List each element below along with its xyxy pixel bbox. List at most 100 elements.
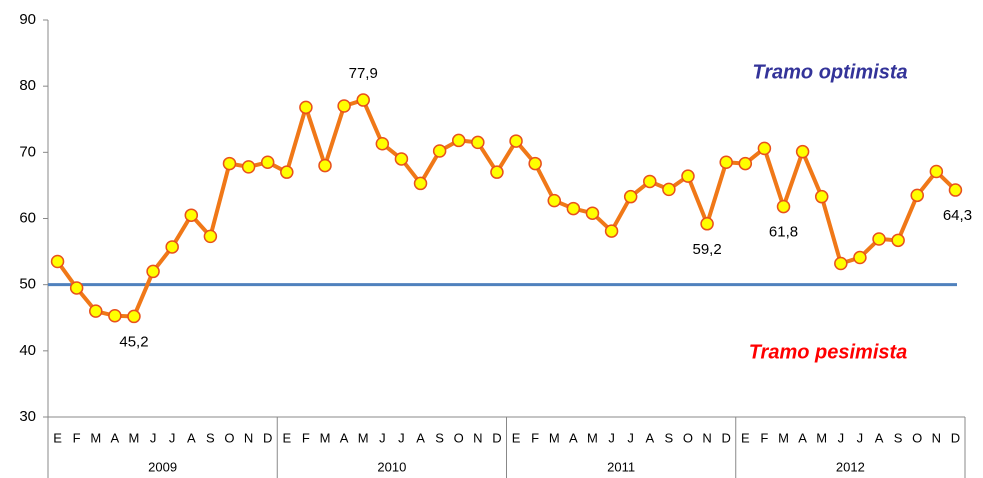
point (260, 155, 275, 170)
x-tick-label: A (340, 430, 349, 445)
point (834, 256, 848, 271)
x-tick-label: E (741, 430, 750, 445)
point (795, 144, 810, 159)
y-tick-label: 60 (19, 209, 36, 226)
x-tick-label: D (951, 430, 960, 445)
point (757, 141, 772, 156)
x-tick-label: F (531, 430, 539, 445)
y-tick-label: 30 (19, 408, 36, 425)
point (394, 152, 409, 166)
y-tick-label: 80 (19, 77, 36, 94)
x-tick-label: J (398, 430, 405, 445)
x-tick-label: S (206, 430, 215, 445)
point (375, 136, 390, 151)
data-label: 77,9 (349, 65, 378, 82)
x-tick-label: F (760, 430, 768, 445)
x-tick-label: M (778, 430, 789, 445)
x-tick-label: D (722, 430, 731, 445)
point (318, 158, 332, 173)
year-label: 2011 (607, 459, 635, 474)
y-tick-label: 40 (19, 342, 36, 359)
point (872, 232, 886, 246)
x-tick-label: O (683, 430, 693, 445)
point (127, 309, 141, 324)
x-tick-label: J (379, 430, 386, 445)
point (776, 199, 791, 214)
point (509, 134, 523, 148)
year-label: 2012 (836, 459, 865, 474)
point (146, 264, 160, 279)
annotation-optimista: Tramo optimista (752, 61, 907, 83)
point (643, 174, 657, 189)
x-tick-label: S (435, 430, 444, 445)
point (184, 208, 199, 222)
x-tick-label: M (320, 430, 331, 445)
point (89, 304, 103, 318)
x-tick-label: J (608, 430, 615, 445)
x-tick-label: N (702, 430, 711, 445)
x-tick-label: N (932, 430, 941, 445)
point (566, 201, 581, 216)
point (623, 189, 638, 204)
point (929, 164, 944, 179)
point (814, 189, 829, 204)
data-label: 64,3 (943, 207, 972, 224)
point (413, 176, 428, 191)
y-tick-label: 70 (19, 143, 36, 160)
point (241, 160, 256, 174)
x-tick-label: A (187, 430, 196, 445)
point (337, 99, 351, 113)
year-label: 2009 (148, 459, 177, 474)
x-tick-label: N (244, 430, 253, 445)
point (356, 93, 370, 107)
point (604, 224, 619, 238)
x-tick-label: E (282, 430, 291, 445)
x-tick-label: J (857, 430, 864, 445)
x-tick-label: S (894, 430, 903, 445)
point (681, 169, 695, 183)
point (165, 240, 179, 254)
data-label: 45,2 (119, 333, 148, 350)
x-tick-label: N (473, 430, 482, 445)
x-tick-label: A (111, 430, 120, 445)
point (700, 217, 714, 231)
x-tick-label: O (912, 430, 922, 445)
x-tick-label: A (645, 430, 654, 445)
x-tick-label: M (549, 430, 560, 445)
x-tick-label: D (492, 430, 501, 445)
point (585, 206, 600, 220)
x-tick-label: O (224, 430, 234, 445)
x-tick-label: A (875, 430, 884, 445)
point (948, 183, 963, 197)
x-tick-label: D (263, 430, 272, 445)
year-label: 2010 (377, 459, 406, 474)
x-tick-label: J (838, 430, 845, 445)
point (222, 156, 237, 171)
point (719, 155, 733, 170)
x-tick-label: A (798, 430, 807, 445)
x-tick-label: E (512, 430, 521, 445)
point (528, 156, 542, 171)
point (280, 165, 294, 179)
point (662, 182, 676, 197)
point (69, 281, 84, 295)
point (490, 165, 504, 179)
point (203, 229, 218, 244)
x-tick-label: M (129, 430, 140, 445)
x-tick-label: M (358, 430, 369, 445)
data-label: 61,8 (769, 224, 798, 241)
annotation-pesimista: Tramo pesimista (749, 341, 908, 363)
x-tick-label: F (302, 430, 310, 445)
point (738, 156, 753, 171)
point (853, 250, 867, 265)
x-tick-label: M (816, 430, 827, 445)
x-tick-label: J (169, 430, 176, 445)
point (451, 133, 466, 148)
point (910, 188, 924, 203)
y-tick-label: 90 (19, 11, 36, 28)
x-tick-label: F (73, 430, 81, 445)
point (108, 309, 122, 323)
data-label: 59,2 (692, 241, 721, 258)
point (50, 254, 65, 269)
